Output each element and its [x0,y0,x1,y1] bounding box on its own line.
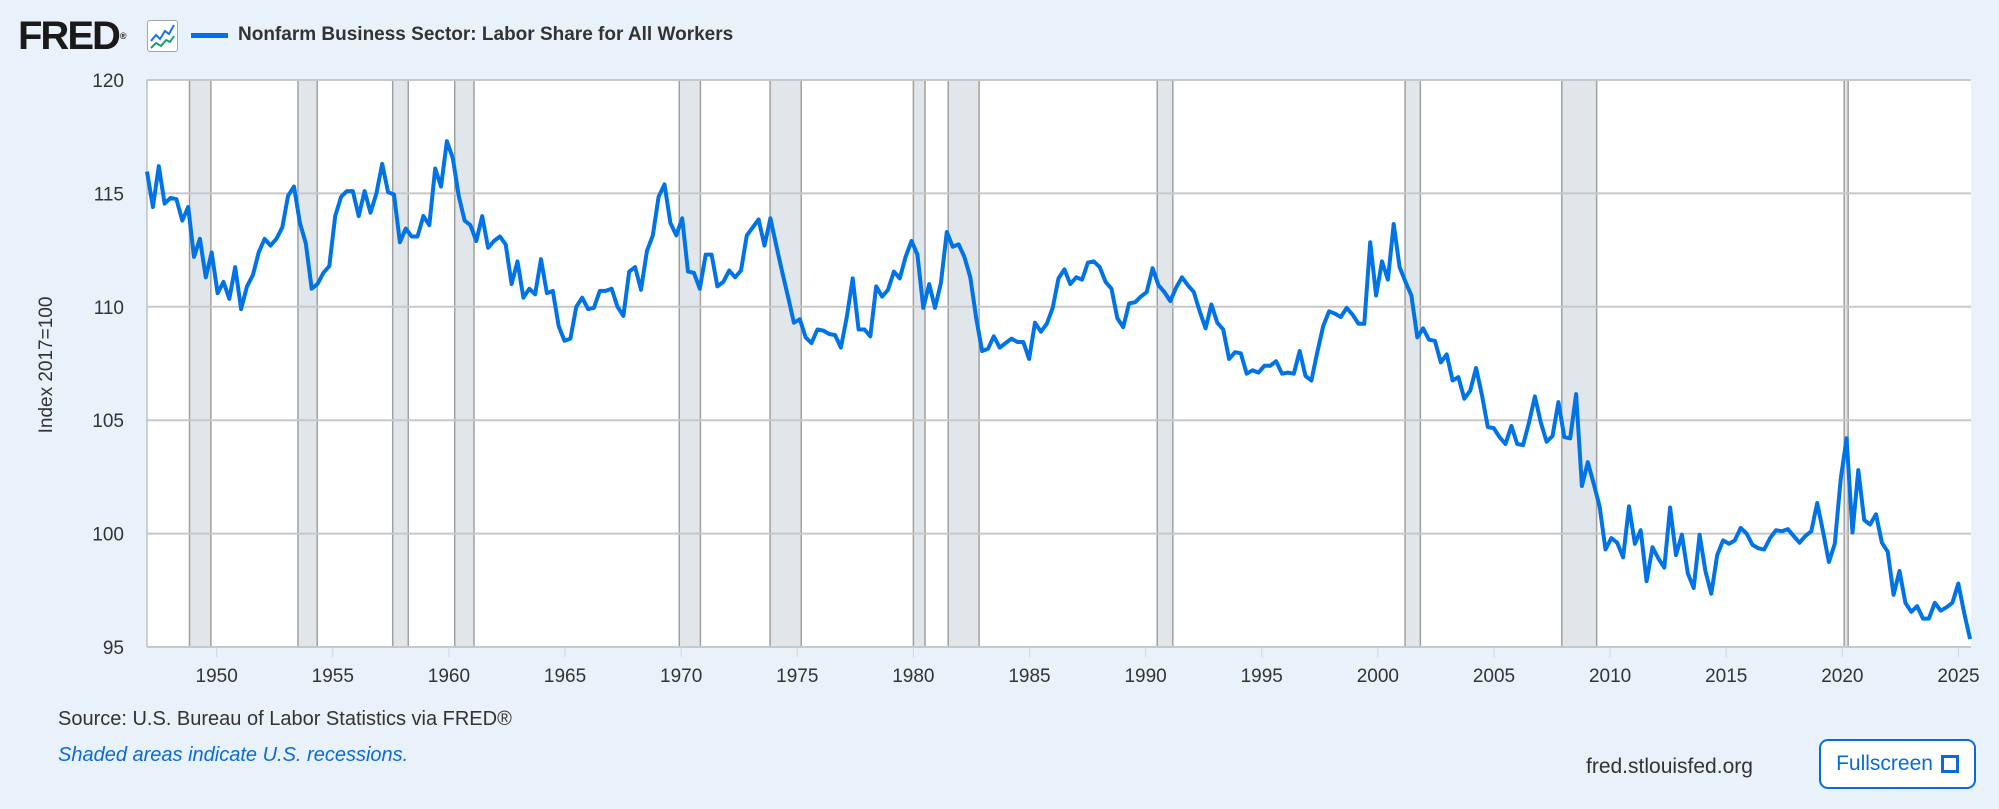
fullscreen-icon [1940,755,1959,773]
recession-band [1561,80,1597,647]
x-tick-label: 2025 [1937,666,1979,687]
x-axis: 1950 1955 1960 1965 1970 1975 1980 1985 1990 1995… [196,647,1980,687]
y-tick-label: 110 [94,298,124,319]
line-graph-icon[interactable] [147,20,178,52]
fullscreen-button[interactable]: Fullscreen [1819,739,1976,789]
x-tick-label: 1975 [776,666,818,687]
y-tick-label: 105 [92,411,124,432]
x-tick-label: 1985 [1008,666,1050,687]
recession-band [454,80,474,647]
fullscreen-label: Fullscreen [1836,752,1933,775]
y-tick-label: 95 [103,638,124,659]
x-tick-label: 2005 [1473,666,1515,687]
x-tick-label: 2015 [1705,666,1747,687]
x-tick-label: 2000 [1357,666,1399,687]
x-tick-label: 2020 [1821,666,1863,687]
y-tick-label: 120 [92,71,124,92]
series-title[interactable]: Nonfarm Business Sector: Labor Share for… [238,24,734,45]
recession-note: Shaded areas indicate U.S. recessions. [58,744,409,766]
y-tick-label: 100 [92,525,124,546]
recession-band [297,80,318,647]
logo-registered-mark: ® [119,31,127,41]
recession-band [948,80,980,647]
recession-band [1405,80,1421,647]
series-line-group [145,139,1973,640]
x-tick-label: 1960 [428,666,470,687]
recession-bands [188,80,1849,647]
recession-band [770,80,802,647]
x-tick-label: 1950 [196,666,238,687]
legend: Nonfarm Business Sector: Labor Share for… [191,24,733,46]
y-axis: 95 100 105 110 115 120 [92,71,124,659]
x-tick-label: 2010 [1589,666,1631,687]
site-url[interactable]: fred.stlouisfed.org [1586,755,1753,778]
y-axis-title: Index 2017=100 [36,297,57,434]
series-line [145,139,1973,640]
x-tick-label: 1995 [1241,666,1283,687]
recession-band [679,80,701,647]
source-text: Source: U.S. Bureau of Labor Statistics … [58,708,512,730]
y-tick-label: 115 [94,184,124,205]
recession-band [392,80,409,647]
x-tick-label: 1970 [660,666,702,687]
recession-band [913,80,925,647]
x-tick-label: 1980 [892,666,934,687]
fred-logo[interactable]: FRED® [18,14,127,58]
recession-band [189,80,211,647]
recession-band [1844,80,1849,647]
x-tick-label: 1965 [544,666,586,687]
legend-line-swatch [191,32,228,38]
logo-text: FRED [18,14,121,58]
gridlines [146,79,1971,648]
x-tick-label: 1955 [312,666,354,687]
recession-band [1157,80,1173,647]
x-tick-label: 1990 [1124,666,1166,687]
